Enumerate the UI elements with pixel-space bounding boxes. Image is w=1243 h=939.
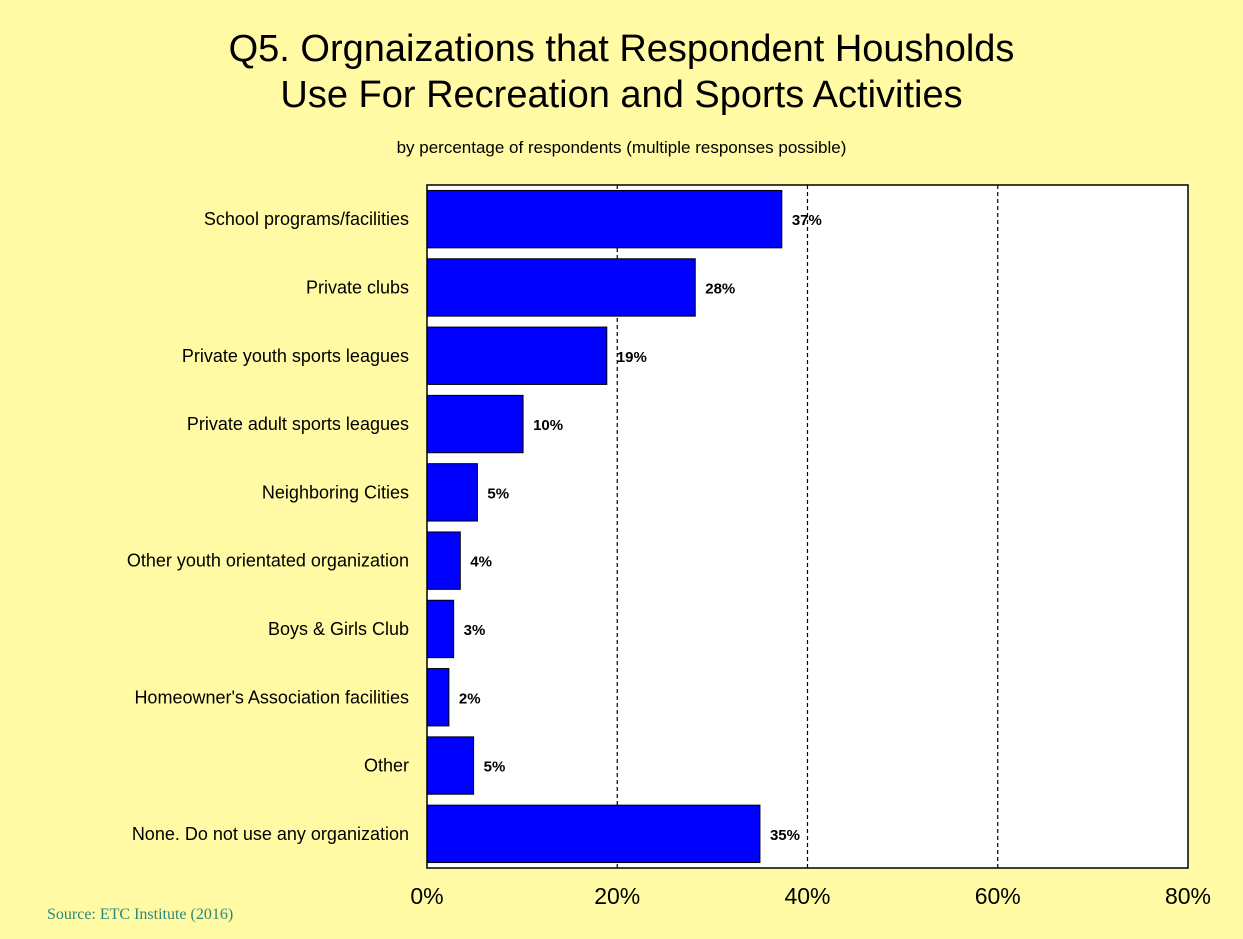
value-label-7: 2% xyxy=(459,690,481,707)
category-label-4: Neighboring Cities xyxy=(262,482,409,502)
value-label-2: 19% xyxy=(617,349,647,366)
category-label-0: School programs/facilities xyxy=(204,209,409,229)
category-label-9: None. Do not use any organization xyxy=(132,824,409,844)
x-tick-label-4: 80% xyxy=(1165,883,1211,909)
category-label-5: Other youth orientated organization xyxy=(127,551,409,571)
x-tick-label-0: 0% xyxy=(410,883,443,909)
bar-9 xyxy=(426,804,761,864)
chart-title-line-1: Q5. Orgnaizations that Respondent Housho… xyxy=(228,28,1015,70)
value-label-6: 3% xyxy=(464,622,486,639)
chart-subtitle: by percentage of respondents (multiple r… xyxy=(396,138,847,157)
category-label-7: Homeowner's Association facilities xyxy=(134,687,409,707)
bar-7 xyxy=(426,668,450,727)
value-label-3: 10% xyxy=(533,417,563,434)
bar-3 xyxy=(426,394,524,454)
category-label-1: Private clubs xyxy=(306,277,409,297)
bar-8 xyxy=(426,736,475,795)
x-tick-label-1: 20% xyxy=(594,883,640,909)
bar-1 xyxy=(426,258,696,317)
value-label-9: 35% xyxy=(770,827,800,844)
bar-4 xyxy=(426,463,478,522)
chart-title-line-2: Use For Recreation and Sports Activities xyxy=(280,74,963,116)
category-label-3: Private adult sports leagues xyxy=(187,414,409,434)
bar-5 xyxy=(426,531,461,590)
chart-title: Q5. Orgnaizations that Respondent Housho… xyxy=(0,26,1243,118)
category-label-8: Other xyxy=(364,756,409,776)
x-tick-label-3: 60% xyxy=(975,883,1021,909)
value-label-8: 5% xyxy=(484,759,506,776)
value-label-1: 28% xyxy=(705,280,735,297)
x-tick-label-2: 40% xyxy=(784,883,830,909)
value-label-0: 37% xyxy=(792,212,822,229)
bar-0 xyxy=(426,189,783,249)
category-label-2: Private youth sports leagues xyxy=(182,346,409,366)
value-label-5: 4% xyxy=(470,554,492,571)
bar-2 xyxy=(426,326,608,385)
plot-area: School programs/facilities 37% Private clu… xyxy=(127,184,1211,909)
source-note: Source: ETC Institute (2016) xyxy=(47,906,234,923)
category-label-6: Boys & Girls Club xyxy=(268,619,409,639)
value-label-4: 5% xyxy=(487,485,509,502)
bar-6 xyxy=(426,599,455,659)
plot-frame xyxy=(426,184,1189,869)
